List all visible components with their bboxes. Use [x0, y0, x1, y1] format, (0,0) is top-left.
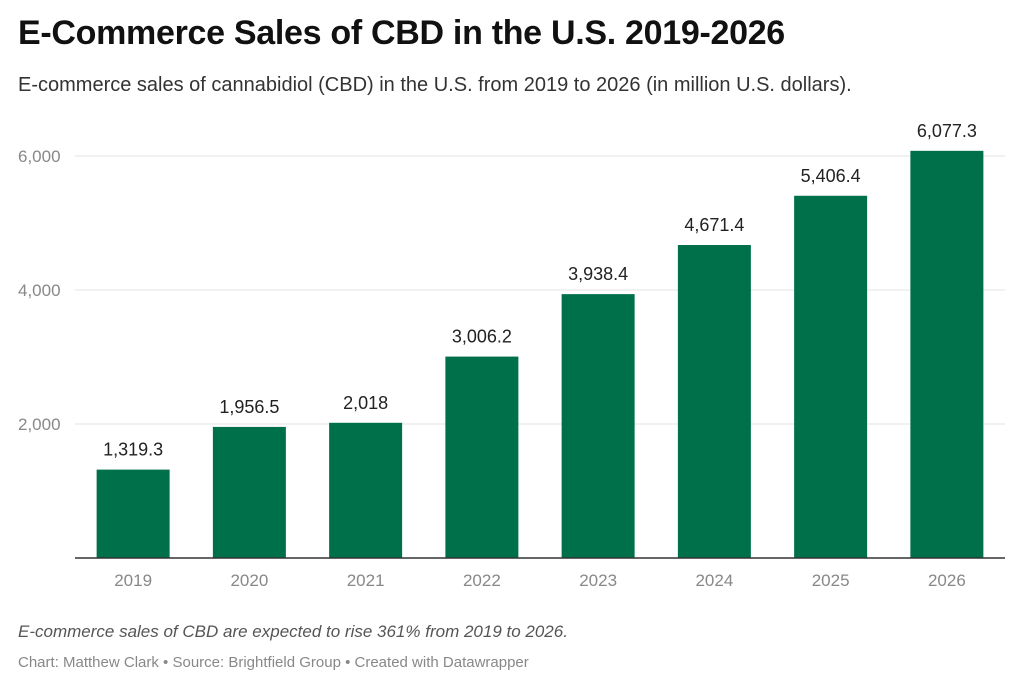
bar — [329, 422, 403, 558]
x-tick-label: 2026 — [928, 571, 966, 590]
y-tick-label: 6,000 — [18, 147, 61, 166]
chart-subtitle: E-commerce sales of cannabidiol (CBD) in… — [18, 74, 852, 96]
bar-value-label: 1,319.3 — [103, 440, 163, 460]
chart-author: Chart: Matthew Clark — [18, 654, 159, 671]
bar — [910, 150, 984, 558]
x-tick-label: 2019 — [114, 571, 152, 590]
bar-value-label: 3,006.2 — [452, 327, 512, 347]
bar-value-label: 3,938.4 — [568, 264, 628, 284]
credits-separator: • — [163, 654, 169, 671]
y-tick-label: 2,000 — [18, 415, 61, 434]
created-with: Created with Datawrapper — [354, 654, 529, 671]
x-tick-label: 2021 — [347, 571, 385, 590]
x-tick-label: 2025 — [812, 571, 850, 590]
bar-value-label: 6,077.3 — [917, 121, 977, 141]
bar-value-label: 1,956.5 — [219, 397, 279, 417]
y-tick-label: 4,000 — [18, 281, 61, 300]
bar — [561, 294, 635, 558]
bar — [445, 356, 519, 558]
bar-value-label: 4,671.4 — [684, 215, 744, 235]
bar — [677, 245, 751, 558]
x-tick-label: 2024 — [695, 571, 733, 590]
credits-separator: • — [345, 654, 351, 671]
x-tick-label: 2022 — [463, 571, 501, 590]
bar — [96, 469, 170, 558]
chart-title: E-Commerce Sales of CBD in the U.S. 2019… — [18, 14, 785, 52]
bar — [794, 195, 868, 559]
chart-credits: Chart: Matthew Clark • Source: Brightfie… — [18, 654, 529, 671]
bar — [212, 426, 286, 558]
x-tick-label: 2020 — [230, 571, 268, 590]
bar-value-label: 5,406.4 — [801, 166, 861, 186]
bar-value-label: 2,018 — [343, 393, 388, 413]
chart-source: Source: Brightfield Group — [172, 654, 341, 671]
x-tick-label: 2023 — [579, 571, 617, 590]
bar-chart: 2,000 4,000 6,000 1,319.3 2019 1,956.5 2020 2,0… — [18, 121, 1005, 590]
chart-note: E-commerce sales of CBD are expected to … — [18, 622, 568, 641]
